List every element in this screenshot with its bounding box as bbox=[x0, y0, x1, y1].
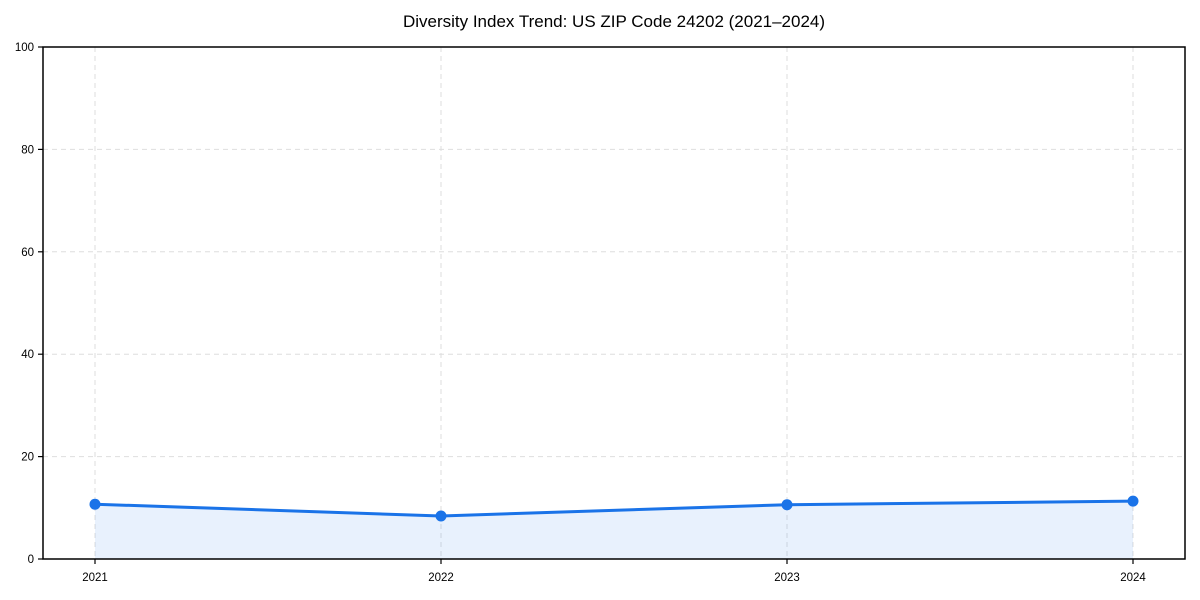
y-axis-tick-label: 60 bbox=[21, 247, 34, 259]
y-axis-tick-label: 20 bbox=[21, 452, 34, 464]
x-axis-tick-label: 2022 bbox=[428, 572, 454, 584]
data-point-2024 bbox=[1127, 495, 1139, 507]
data-point-2021 bbox=[89, 498, 101, 510]
data-point-2023 bbox=[781, 499, 793, 511]
y-axis-tick-label: 80 bbox=[21, 144, 34, 156]
data-point-2022 bbox=[435, 510, 447, 522]
y-axis-tick-label: 40 bbox=[21, 349, 34, 361]
x-axis-tick-label: 2024 bbox=[1120, 572, 1146, 584]
y-axis-tick-label: 0 bbox=[28, 554, 34, 566]
x-axis-tick-label: 2021 bbox=[82, 572, 108, 584]
plot-border bbox=[42, 46, 1186, 560]
x-axis-tick-label: 2023 bbox=[774, 572, 800, 584]
chart-title: Diversity Index Trend: US ZIP Code 24202… bbox=[402, 12, 826, 31]
trend-line bbox=[93, 499, 1135, 518]
y-axis-tick-label: 100 bbox=[15, 42, 34, 54]
area-fill bbox=[95, 501, 1133, 559]
